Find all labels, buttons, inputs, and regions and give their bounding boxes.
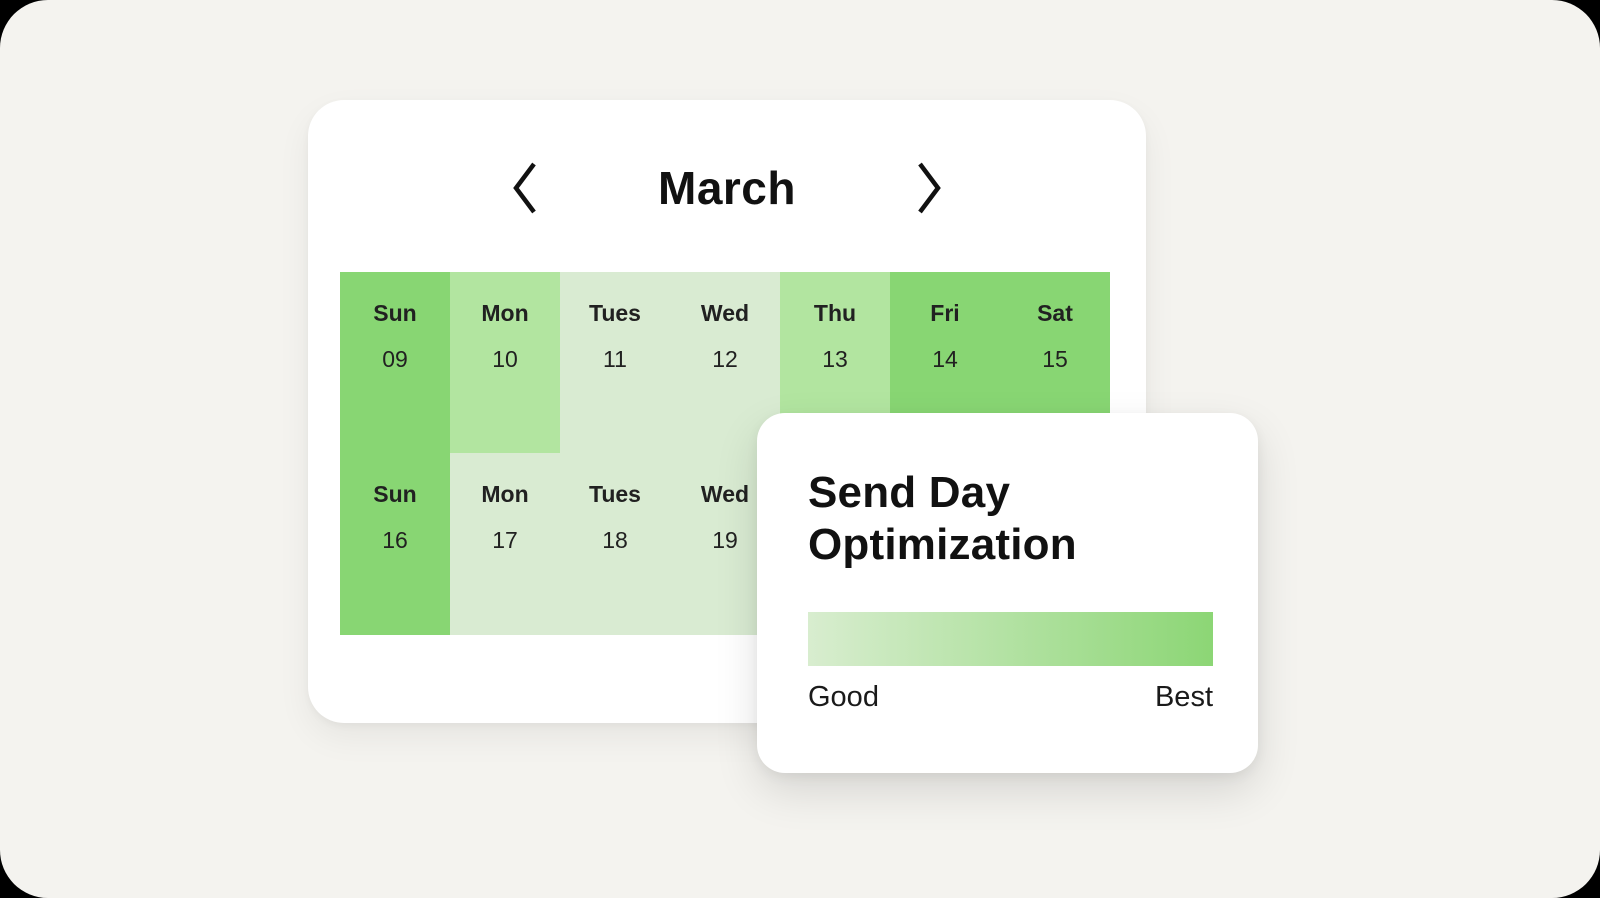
day-name: Wed xyxy=(700,300,750,326)
day-name: Mon xyxy=(481,300,529,326)
day-name: Mon xyxy=(481,481,529,507)
chevron-left-icon xyxy=(510,160,538,216)
prev-month-button[interactable] xyxy=(504,158,544,218)
send-day-optimization-card: Send Day Optimization Good Best xyxy=(757,413,1258,773)
day-number: 12 xyxy=(712,346,738,372)
day-name: Sun xyxy=(373,481,417,507)
day-name: Tues xyxy=(589,300,641,326)
day-name: Wed xyxy=(700,481,750,507)
day-name: Sun xyxy=(373,300,417,326)
day-cell[interactable]: Sun 16 xyxy=(340,453,450,635)
calendar-column-sun: Sun 09 Sun 16 xyxy=(340,272,450,635)
day-number: 19 xyxy=(712,527,738,553)
day-cell[interactable]: Mon 17 xyxy=(450,453,560,635)
day-cell[interactable]: Wed 12 xyxy=(670,272,780,453)
day-number: 15 xyxy=(1042,346,1068,372)
day-number: 18 xyxy=(602,527,628,553)
calendar-column-tues: Tues 11 Tues 18 xyxy=(560,272,670,635)
day-number: 10 xyxy=(492,346,518,372)
day-name: Fri xyxy=(930,300,960,326)
day-number: 16 xyxy=(382,527,408,553)
calendar-card: March Sun 09 Sun 16 xyxy=(308,100,1146,723)
chevron-right-icon xyxy=(916,160,944,216)
day-cell[interactable]: Mon 10 xyxy=(450,272,560,453)
calendar-column-mon: Mon 10 Mon 17 xyxy=(450,272,560,635)
day-name: Sat xyxy=(1037,300,1073,326)
month-title: March xyxy=(658,162,796,214)
day-number: 11 xyxy=(603,346,627,372)
day-number: 13 xyxy=(822,346,848,372)
day-name: Tues xyxy=(589,481,641,507)
scale-label-good: Good xyxy=(808,681,879,713)
day-cell[interactable]: Tues 18 xyxy=(560,453,670,635)
calendar-header: March xyxy=(308,158,1146,218)
day-number: 17 xyxy=(492,527,518,553)
send-day-optimization-title: Send Day Optimization xyxy=(808,468,1077,569)
day-cell[interactable]: Tues 11 xyxy=(560,272,670,453)
optimization-gradient-bar xyxy=(808,612,1213,666)
day-number: 09 xyxy=(382,346,408,372)
calendar-grid: Sun 09 Sun 16 Mon 10 Mon 17 xyxy=(340,272,1110,635)
day-cell[interactable]: Sun 09 xyxy=(340,272,450,453)
optimization-scale-labels: Good Best xyxy=(808,681,1213,714)
day-name: Thu xyxy=(813,300,857,326)
scale-label-best: Best xyxy=(1154,681,1213,713)
day-number: 14 xyxy=(932,346,958,372)
next-month-button[interactable] xyxy=(910,158,950,218)
